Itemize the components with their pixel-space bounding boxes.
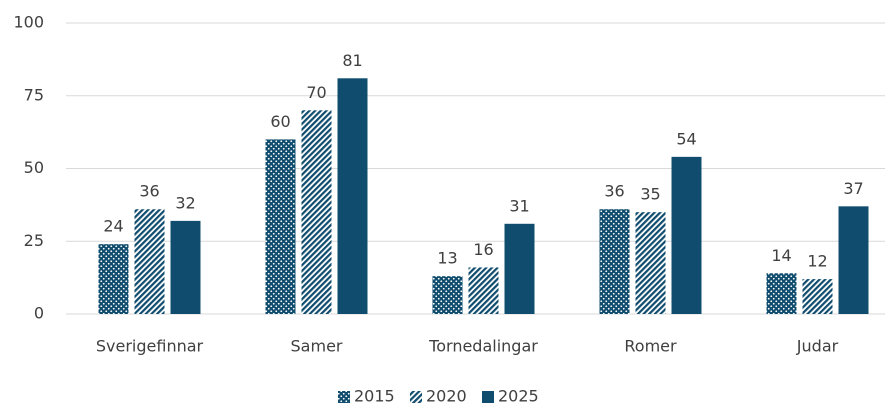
- data-label: 16: [473, 240, 493, 259]
- y-tick-label: 100: [13, 13, 44, 32]
- bar: [802, 279, 833, 314]
- data-label: 13: [437, 249, 457, 268]
- x-tick-label: Samer: [291, 337, 343, 356]
- bar: [134, 209, 165, 314]
- x-tick-label: Judar: [796, 337, 839, 356]
- bar: [468, 267, 499, 314]
- y-tick-label: 75: [24, 85, 44, 104]
- data-label: 35: [640, 185, 660, 204]
- data-label: 36: [604, 182, 624, 201]
- data-label: 70: [306, 83, 326, 102]
- legend-swatch: [482, 391, 494, 403]
- data-label: 36: [139, 182, 159, 201]
- bar: [671, 156, 702, 314]
- bar: [170, 220, 201, 314]
- bar: [432, 276, 463, 314]
- x-tick-label: Sverigefinnar: [96, 337, 204, 356]
- data-label: 54: [676, 129, 696, 148]
- legend-label: 2015: [354, 387, 395, 406]
- data-label: 60: [270, 112, 290, 131]
- legend-swatch: [338, 391, 350, 403]
- x-tick-label: Tornedalingar: [428, 337, 538, 356]
- y-tick-label: 50: [24, 158, 44, 177]
- bar: [265, 139, 296, 314]
- data-label: 14: [771, 246, 791, 265]
- y-tick-label: 25: [24, 231, 44, 250]
- bar: [98, 244, 129, 314]
- legend-label: 2020: [426, 387, 467, 406]
- y-tick-label: 0: [34, 304, 44, 323]
- data-label: 12: [807, 252, 827, 271]
- data-label: 81: [342, 51, 362, 70]
- bar: [838, 206, 869, 314]
- bar: [337, 78, 368, 314]
- data-label: 24: [103, 217, 123, 236]
- data-label: 32: [175, 193, 195, 212]
- data-label: 37: [843, 179, 863, 198]
- x-tick-label: Romer: [624, 337, 677, 356]
- bar: [599, 209, 630, 314]
- bar: [766, 273, 797, 314]
- data-label: 31: [509, 196, 529, 215]
- bar: [301, 110, 332, 314]
- bar: [504, 223, 535, 314]
- bar: [635, 212, 666, 314]
- legend-swatch: [410, 391, 422, 403]
- legend-label: 2025: [498, 387, 539, 406]
